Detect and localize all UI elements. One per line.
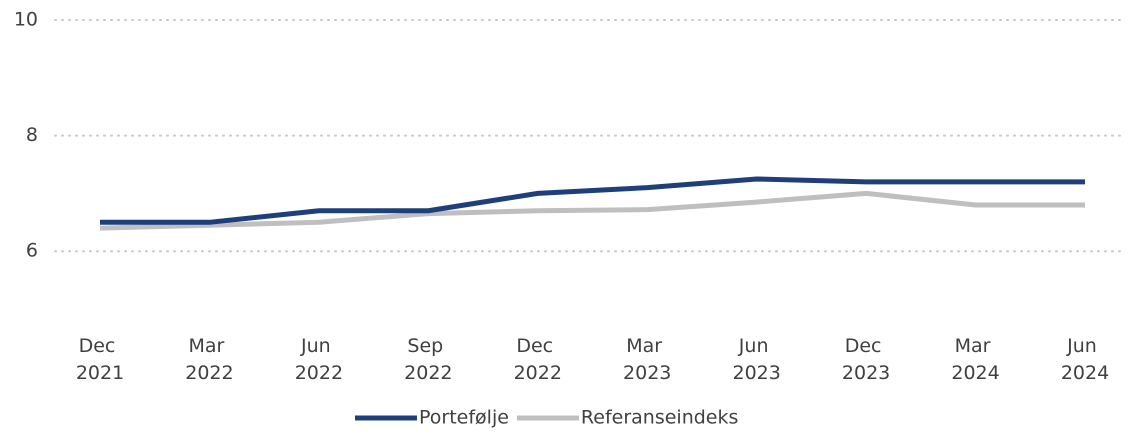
x-tick-label: Dec 2022 [514,335,562,384]
x-tick-label: Mar 2024 [951,335,999,384]
x-tick-label: Sep 2022 [404,335,452,384]
x-tick-label-line: Mar [626,335,668,357]
x-tick-label: Jun 2022 [295,335,343,384]
x-tick-label-line: 2021 [76,362,124,384]
x-tick-label-line: 2024 [1061,362,1109,384]
x-tick-label: Mar 2023 [623,335,671,384]
x-tick-label-line: Mar [188,335,230,357]
x-tick-label-line: Jun [1066,335,1103,357]
x-tick-label-line: Dec [845,335,888,357]
x-tick-label-line: 2023 [732,362,780,384]
x-tick-label-line: 2022 [295,362,343,384]
x-tick-label: Dec 2021 [76,335,124,384]
x-tick-label: Mar 2022 [185,335,233,384]
y-tick-label: 8 [26,124,38,146]
x-tick-label-line: 2023 [623,362,671,384]
series-line [100,176,1085,225]
legend-label: Portefølje [419,407,509,429]
x-tick-label-line: 2022 [514,362,562,384]
x-tick-label-line: 2023 [842,362,890,384]
x-tick-label-line: Dec [79,335,122,357]
x-tick-label: Dec 2023 [842,335,890,384]
x-tick-label-line: Jun [738,335,775,357]
y-tick-label: 6 [26,240,38,262]
x-tick-label-line: 2022 [404,362,452,384]
x-tick-label-line: Sep [407,335,449,357]
series-line [99,190,1085,231]
legend-label: Referanseindeks [581,407,738,429]
x-tick-label-line: 2024 [951,362,999,384]
x-tick-label: Jun 2024 [1061,335,1109,384]
x-tick-label-line: Dec [516,335,559,357]
y-tick-label: 10 [14,9,38,31]
x-tick-label-line: Jun [300,335,337,357]
x-tick-label-line: 2022 [185,362,233,384]
x-tick-label: Jun 2023 [732,335,780,384]
x-tick-label-line: Mar [955,335,997,357]
